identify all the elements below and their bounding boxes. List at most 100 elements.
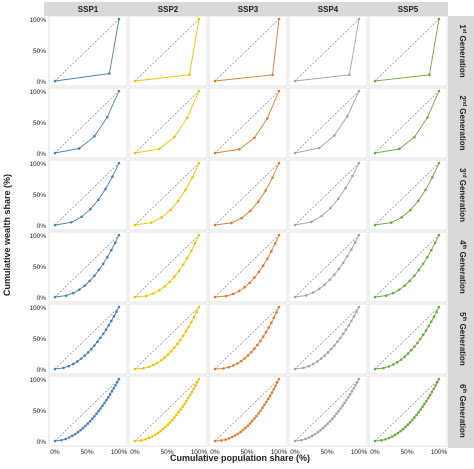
- data-point: [319, 357, 323, 360]
- panel-r1-ssp2: [128, 15, 208, 87]
- data-point: [186, 116, 189, 120]
- data-point: [357, 233, 361, 237]
- panel-r5-ssp2: [128, 303, 208, 375]
- column-labels: SSP1 SSP2 SSP3 SSP4 SSP5: [44, 2, 448, 16]
- data-point: [435, 381, 439, 384]
- data-point: [437, 17, 441, 21]
- data-point: [409, 208, 412, 212]
- data-point: [293, 79, 297, 83]
- data-point: [97, 409, 100, 413]
- y-tick-label: 50%: [33, 264, 46, 271]
- equality-line: [214, 234, 280, 298]
- equality-line: [54, 234, 120, 298]
- data-point: [293, 439, 297, 443]
- data-point: [190, 249, 193, 253]
- panel-r6-ssp1: [48, 375, 128, 447]
- y-tick-label: 100%: [29, 89, 46, 96]
- data-point: [387, 436, 391, 440]
- y-tick-label: 50%: [33, 192, 46, 199]
- data-point: [437, 233, 441, 237]
- data-point: [227, 365, 231, 369]
- data-point: [253, 347, 256, 350]
- data-point: [106, 395, 110, 399]
- data-point: [421, 405, 424, 409]
- data-point: [261, 335, 265, 339]
- data-point: [275, 381, 279, 384]
- data-point: [230, 435, 234, 439]
- data-point: [373, 295, 377, 299]
- data-point: [233, 434, 237, 437]
- data-point: [169, 208, 172, 212]
- y-tick-label: 50%: [33, 336, 46, 343]
- data-point: [73, 432, 77, 436]
- data-point: [396, 360, 399, 364]
- data-point: [253, 136, 256, 140]
- data-point: [230, 221, 233, 225]
- data-point: [427, 324, 430, 328]
- data-point: [133, 223, 137, 227]
- data-point: [432, 315, 436, 319]
- data-point: [246, 354, 250, 357]
- row-header-strip: [448, 16, 474, 448]
- panel-background: [48, 15, 128, 87]
- data-point: [239, 430, 242, 434]
- panel-r2-ssp4: [288, 87, 368, 159]
- data-point: [321, 426, 325, 430]
- data-point: [104, 328, 108, 331]
- row-label-word: Generation: [458, 33, 467, 78]
- data-point: [265, 400, 268, 404]
- data-point: [324, 424, 327, 428]
- data-point: [194, 384, 197, 387]
- data-point: [79, 428, 82, 432]
- data-point: [168, 421, 172, 424]
- panel-r4-ssp5: [368, 231, 448, 303]
- data-point: [224, 438, 227, 441]
- data-point: [421, 333, 425, 337]
- data-point: [133, 151, 137, 155]
- data-point: [357, 89, 361, 93]
- data-point: [213, 79, 217, 83]
- lorenz-curve: [214, 162, 280, 226]
- data-point: [83, 284, 86, 287]
- y-tick-label: 100%: [29, 161, 46, 168]
- panel-background: [48, 231, 128, 303]
- data-point: [83, 354, 86, 357]
- data-point: [88, 419, 92, 423]
- data-point: [272, 387, 276, 391]
- data-point: [117, 377, 121, 381]
- data-point: [270, 391, 274, 394]
- lorenz-curve: [54, 162, 120, 226]
- data-point: [133, 295, 137, 299]
- data-point: [357, 161, 361, 165]
- data-point: [310, 434, 314, 438]
- data-point: [107, 324, 110, 327]
- equality-line: [374, 234, 440, 298]
- equality-line: [294, 306, 360, 370]
- data-point: [403, 355, 406, 358]
- data-point: [428, 393, 432, 397]
- data-point: [84, 424, 87, 428]
- data-point: [181, 263, 185, 267]
- data-point: [437, 305, 441, 309]
- panel-background: [208, 375, 288, 447]
- data-point: [53, 367, 57, 371]
- data-point: [117, 161, 121, 165]
- data-point: [53, 79, 57, 83]
- data-point: [192, 315, 196, 319]
- panel-r6-ssp3: [208, 375, 288, 447]
- data-point: [357, 17, 361, 21]
- data-point: [430, 248, 433, 252]
- y-tick-label: 50%: [33, 48, 46, 55]
- equality-line: [54, 306, 120, 370]
- data-point: [76, 360, 79, 363]
- data-point: [231, 292, 235, 296]
- y-tick-label: 100%: [29, 377, 46, 384]
- y-tick-label: 0%: [37, 223, 47, 230]
- data-point: [213, 151, 217, 155]
- data-point: [159, 359, 163, 362]
- data-point: [431, 175, 434, 179]
- row-label-gen-6: 6th Generation: [458, 384, 467, 438]
- panel-r3-ssp2: [128, 159, 208, 231]
- data-point: [393, 433, 397, 437]
- equality-line: [294, 18, 360, 82]
